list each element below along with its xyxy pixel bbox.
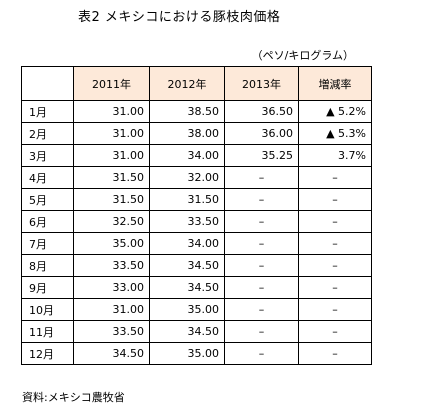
table-row: 2月 31.00 38.00 36.00 ▲ 5.3% bbox=[21, 122, 372, 145]
value-2012-cell: 34.50 bbox=[149, 320, 225, 343]
value-2013-cell: 35.25 bbox=[224, 144, 299, 167]
value-2013-cell: – bbox=[224, 188, 299, 211]
value-2011-cell: 32.50 bbox=[73, 210, 150, 233]
value-2013-cell: – bbox=[224, 210, 299, 233]
month-cell: 5月 bbox=[21, 188, 74, 211]
value-2011-cell: 31.00 bbox=[73, 144, 150, 167]
value-2012-cell: 34.00 bbox=[149, 232, 225, 255]
table-title: 表2 メキシコにおける豚枝肉価格 bbox=[78, 10, 281, 25]
change-rate-cell: – bbox=[298, 166, 372, 189]
value-2013-cell: – bbox=[224, 342, 299, 365]
table-row: 5月 31.50 31.50– – bbox=[21, 188, 372, 211]
value-2011-cell: 31.00 bbox=[73, 298, 150, 321]
change-rate-cell: – bbox=[298, 276, 372, 299]
table-row: 6月 32.50 33.50– – bbox=[21, 210, 372, 233]
value-2012-cell: 34.00 bbox=[149, 144, 225, 167]
value-2013-cell: – bbox=[224, 276, 299, 299]
value-2011-cell: 33.50 bbox=[73, 254, 150, 277]
header-change-rate: 増減率 bbox=[298, 66, 372, 101]
month-cell: 2月 bbox=[21, 122, 74, 145]
header-2011: 2011年 bbox=[73, 66, 150, 101]
table-row: 3月 31.00 34.00 35.25 3.7% bbox=[21, 144, 372, 167]
change-rate-cell: – bbox=[298, 232, 372, 255]
table-header-row: 2011年 2012年 2013年 増減率 bbox=[21, 66, 372, 101]
table-row: 12月 34.50 35.00– – bbox=[21, 342, 372, 365]
change-rate-cell: – bbox=[298, 254, 372, 277]
month-cell: 4月 bbox=[21, 166, 74, 189]
table-row: 7月 35.00 34.00– – bbox=[21, 232, 372, 255]
month-cell: 8月 bbox=[21, 254, 74, 277]
value-2011-cell: 34.50 bbox=[73, 342, 150, 365]
value-2012-cell: 35.00 bbox=[149, 298, 225, 321]
change-rate-cell: ▲ 5.2% bbox=[298, 100, 372, 123]
value-2013-cell: – bbox=[224, 298, 299, 321]
change-rate-cell: – bbox=[298, 320, 372, 343]
header-corner-cell bbox=[21, 66, 74, 101]
value-2011-cell: 33.00 bbox=[73, 276, 150, 299]
value-2013-cell: – bbox=[224, 320, 299, 343]
value-2012-cell: 38.00 bbox=[149, 122, 225, 145]
change-rate-cell: 3.7% bbox=[298, 144, 372, 167]
value-2012-cell: 35.00 bbox=[149, 342, 225, 365]
month-cell: 6月 bbox=[21, 210, 74, 233]
change-rate-cell: ▲ 5.3% bbox=[298, 122, 372, 145]
value-2012-cell: 33.50 bbox=[149, 210, 225, 233]
value-2011-cell: 31.50 bbox=[73, 166, 150, 189]
value-2011-cell: 35.00 bbox=[73, 232, 150, 255]
change-rate-cell: – bbox=[298, 210, 372, 233]
value-2013-cell: – bbox=[224, 254, 299, 277]
table-row: 11月 33.50 34.50– – bbox=[21, 320, 372, 343]
month-cell: 1月 bbox=[21, 100, 74, 123]
value-2011-cell: 31.50 bbox=[73, 188, 150, 211]
value-2011-cell: 33.50 bbox=[73, 320, 150, 343]
month-cell: 10月 bbox=[21, 298, 74, 321]
value-2011-cell: 31.00 bbox=[73, 100, 150, 123]
change-rate-cell: – bbox=[298, 188, 372, 211]
table-row: 10月 31.00 35.00– – bbox=[21, 298, 372, 321]
month-cell: 7月 bbox=[21, 232, 74, 255]
month-cell: 12月 bbox=[21, 342, 74, 365]
value-2012-cell: 32.00 bbox=[149, 166, 225, 189]
month-cell: 3月 bbox=[21, 144, 74, 167]
price-table: 2011年 2012年 2013年 増減率 1月 31.00 38.50 36.50 ▲… bbox=[21, 66, 372, 365]
source-note: 資料:メキシコ農牧省 bbox=[22, 391, 125, 404]
value-2012-cell: 34.50 bbox=[149, 276, 225, 299]
month-cell: 11月 bbox=[21, 320, 74, 343]
header-2012: 2012年 bbox=[149, 66, 225, 101]
month-cell: 9月 bbox=[21, 276, 74, 299]
value-2012-cell: 31.50 bbox=[149, 188, 225, 211]
value-2012-cell: 34.50 bbox=[149, 254, 225, 277]
value-2013-cell: 36.00 bbox=[224, 122, 299, 145]
change-rate-cell: – bbox=[298, 342, 372, 365]
unit-label: （ペソ/キログラム） bbox=[251, 49, 354, 62]
value-2013-cell: 36.50 bbox=[224, 100, 299, 123]
value-2011-cell: 31.00 bbox=[73, 122, 150, 145]
value-2013-cell: – bbox=[224, 166, 299, 189]
table-row: 8月 33.50 34.50– – bbox=[21, 254, 372, 277]
change-rate-cell: – bbox=[298, 298, 372, 321]
value-2013-cell: – bbox=[224, 232, 299, 255]
value-2012-cell: 38.50 bbox=[149, 100, 225, 123]
table-body: 1月 31.00 38.50 36.50 ▲ 5.2% 2月 31.00 38.00 36.00… bbox=[21, 100, 372, 365]
table-row: 9月 33.00 34.50– – bbox=[21, 276, 372, 299]
table-row: 1月 31.00 38.50 36.50 ▲ 5.2% bbox=[21, 100, 372, 123]
header-2013: 2013年 bbox=[224, 66, 299, 101]
table-row: 4月 31.50 32.00– – bbox=[21, 166, 372, 189]
